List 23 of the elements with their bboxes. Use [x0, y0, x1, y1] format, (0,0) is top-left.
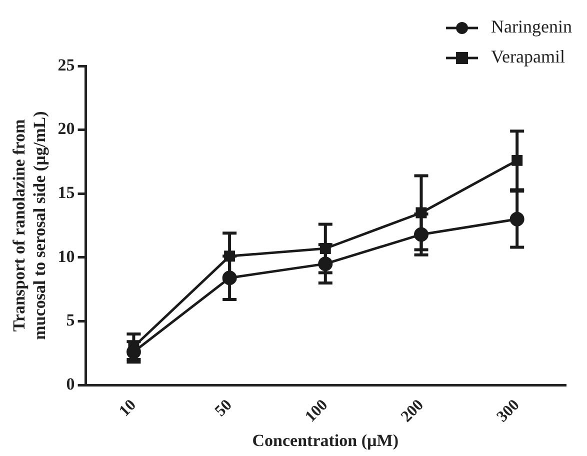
- y-tick-label: 5: [66, 310, 75, 330]
- y-axis-title: Transport of ranolazine from mucosal to serosal side (µg/mL): [10, 111, 49, 340]
- point: [416, 207, 427, 218]
- x-tick-label: 10: [116, 396, 140, 420]
- point: [512, 154, 523, 166]
- legend-label: Naringenin: [491, 16, 572, 37]
- point: [414, 227, 428, 242]
- point: [318, 256, 333, 272]
- point: [222, 270, 237, 286]
- legend-label: Verapamil: [491, 46, 565, 67]
- point: [510, 212, 524, 226]
- x-tick-label: 200: [398, 396, 427, 426]
- y-tick-label: 10: [58, 246, 75, 266]
- x-axis-title: Concentration (µM): [252, 431, 399, 450]
- point: [320, 243, 331, 254]
- y-tick-label: 0: [66, 374, 75, 394]
- x-tick-label: 50: [212, 396, 236, 420]
- point: [224, 250, 236, 262]
- x-tick-label: 100: [302, 396, 332, 426]
- y-tick-label: 15: [58, 183, 75, 202]
- y-tick-label: 20: [58, 119, 75, 138]
- y-tick-label: 25: [58, 55, 75, 74]
- x-tick-label: 300: [494, 396, 523, 426]
